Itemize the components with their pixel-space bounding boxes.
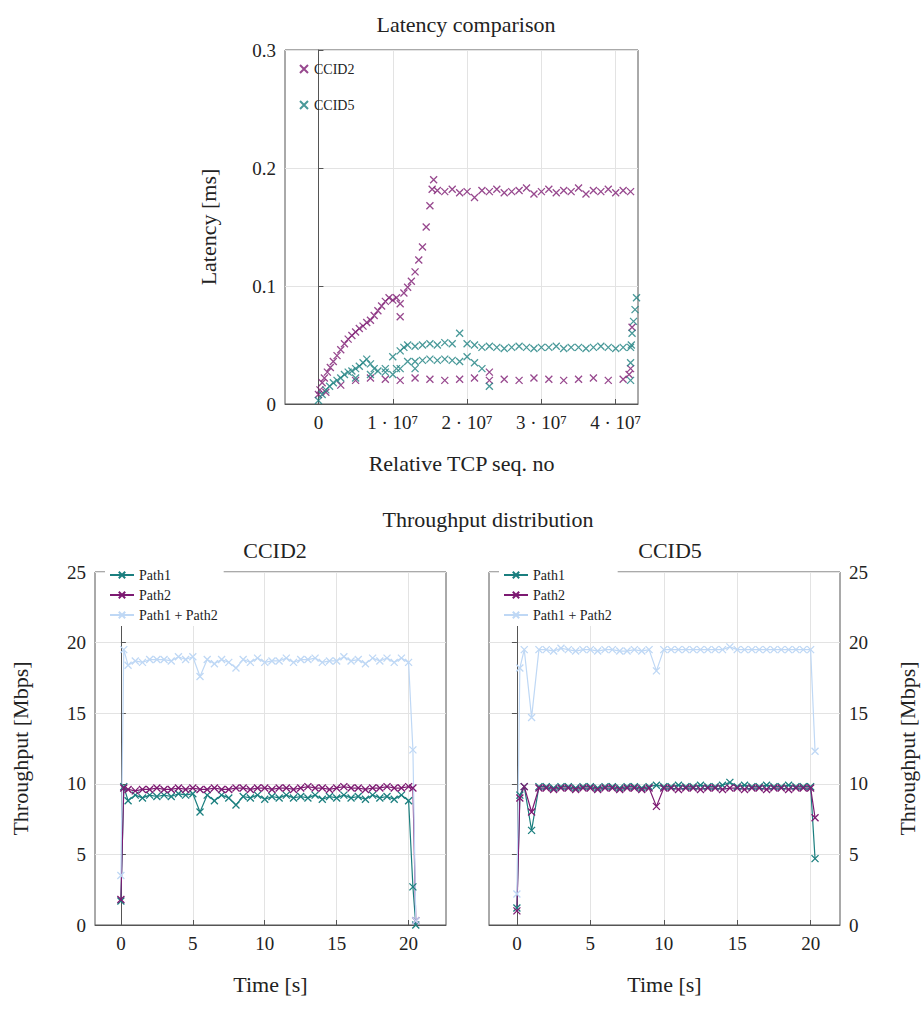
svg-text:0.3: 0.3	[252, 40, 276, 61]
svg-text:15: 15	[728, 933, 747, 954]
svg-text:10: 10	[654, 933, 673, 954]
svg-text:1 · 10⁷: 1 · 10⁷	[367, 412, 418, 433]
svg-text:25: 25	[849, 562, 868, 583]
svg-text:Time [s]: Time [s]	[233, 972, 307, 997]
svg-text:5: 5	[77, 844, 87, 865]
svg-text:15: 15	[327, 933, 346, 954]
svg-text:10: 10	[255, 933, 274, 954]
svg-text:0: 0	[77, 915, 87, 936]
svg-text:0: 0	[267, 394, 277, 415]
svg-text:20: 20	[801, 933, 820, 954]
svg-text:20: 20	[849, 632, 868, 653]
svg-text:CCID2: CCID2	[314, 62, 354, 77]
svg-text:25: 25	[67, 562, 86, 583]
svg-text:0.1: 0.1	[252, 276, 276, 297]
svg-text:15: 15	[849, 703, 868, 724]
svg-text:20: 20	[67, 632, 86, 653]
svg-text:Throughput distribution: Throughput distribution	[383, 507, 594, 532]
svg-text:0: 0	[116, 933, 126, 954]
svg-text:0: 0	[314, 412, 324, 433]
svg-text:CCID5: CCID5	[638, 538, 702, 563]
svg-text:Path1: Path1	[533, 568, 565, 583]
svg-text:0.2: 0.2	[252, 158, 276, 179]
svg-text:Latency comparison: Latency comparison	[377, 12, 556, 37]
svg-text:5: 5	[586, 933, 596, 954]
svg-text:CCID5: CCID5	[314, 98, 354, 113]
svg-text:10: 10	[67, 773, 86, 794]
svg-text:5: 5	[849, 844, 859, 865]
svg-text:CCID2: CCID2	[243, 538, 307, 563]
svg-text:20: 20	[399, 933, 418, 954]
svg-text:Throughput [Mbps]: Throughput [Mbps]	[8, 661, 33, 835]
svg-text:10: 10	[849, 773, 868, 794]
svg-text:Path2: Path2	[533, 588, 565, 603]
svg-text:15: 15	[67, 703, 86, 724]
svg-text:0: 0	[849, 915, 859, 936]
svg-text:Path2: Path2	[139, 588, 171, 603]
svg-text:0: 0	[512, 933, 522, 954]
svg-text:Path1 + Path2: Path1 + Path2	[533, 608, 612, 623]
svg-text:Relative TCP seq. no: Relative TCP seq. no	[369, 451, 555, 476]
svg-text:5: 5	[188, 933, 198, 954]
svg-text:4 · 10⁷: 4 · 10⁷	[590, 412, 641, 433]
svg-text:Latency [ms]: Latency [ms]	[196, 169, 221, 286]
svg-text:Path1 + Path2: Path1 + Path2	[139, 608, 218, 623]
svg-text:Time [s]: Time [s]	[627, 972, 701, 997]
svg-text:3 · 10⁷: 3 · 10⁷	[516, 412, 567, 433]
svg-text:Path1: Path1	[139, 568, 171, 583]
svg-text:Throughput [Mbps]: Throughput [Mbps]	[895, 661, 920, 835]
svg-text:2 · 10⁷: 2 · 10⁷	[442, 412, 493, 433]
